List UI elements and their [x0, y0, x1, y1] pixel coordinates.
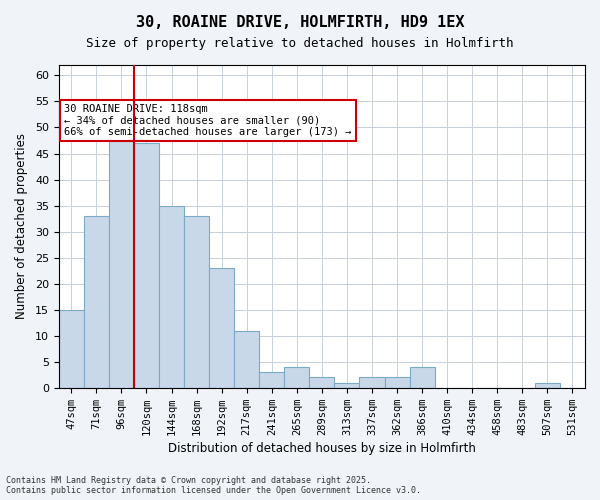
Bar	[109, 132, 134, 388]
Bar	[310, 378, 334, 388]
Text: 30, ROAINE DRIVE, HOLMFIRTH, HD9 1EX: 30, ROAINE DRIVE, HOLMFIRTH, HD9 1EX	[136, 15, 464, 30]
Bar	[334, 382, 359, 388]
Bar	[84, 216, 109, 388]
Text: 30 ROAINE DRIVE: 118sqm
← 34% of detached houses are smaller (90)
66% of semi-de: 30 ROAINE DRIVE: 118sqm ← 34% of detache…	[64, 104, 352, 137]
Bar	[134, 143, 159, 388]
Bar	[159, 206, 184, 388]
Bar	[234, 330, 259, 388]
Text: Contains HM Land Registry data © Crown copyright and database right 2025.
Contai: Contains HM Land Registry data © Crown c…	[6, 476, 421, 495]
Bar	[259, 372, 284, 388]
Bar	[209, 268, 234, 388]
Y-axis label: Number of detached properties: Number of detached properties	[15, 134, 28, 320]
Bar	[535, 382, 560, 388]
Bar	[385, 378, 410, 388]
Text: Size of property relative to detached houses in Holmfirth: Size of property relative to detached ho…	[86, 38, 514, 51]
Bar	[359, 378, 385, 388]
Bar	[410, 367, 434, 388]
X-axis label: Distribution of detached houses by size in Holmfirth: Distribution of detached houses by size …	[168, 442, 476, 455]
Bar	[59, 310, 84, 388]
Bar	[184, 216, 209, 388]
Bar	[284, 367, 310, 388]
